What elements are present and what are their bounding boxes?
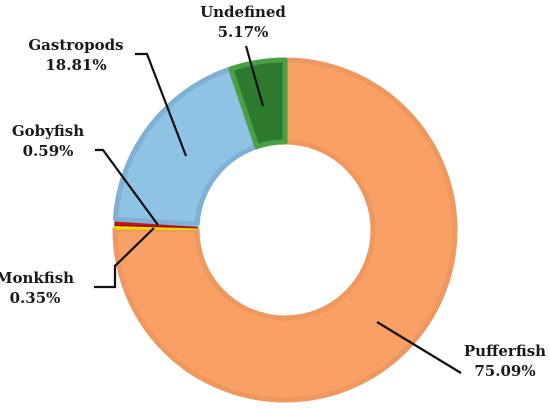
label-monkfish: Monkfish	[0, 269, 74, 287]
slice-pufferfish	[112, 57, 458, 403]
value-label-gastropods: 18.81%	[45, 56, 106, 74]
leader-line-monkfish	[94, 227, 155, 289]
leader-line-pufferfish	[376, 321, 462, 374]
label-gastropods: Gastropods	[28, 36, 123, 54]
label-pufferfish: Pufferfish	[464, 342, 546, 360]
leader-line-gastropods	[135, 52, 188, 157]
label-gobyfish: Gobyfish	[12, 122, 84, 140]
value-label-undefined: 5.17%	[218, 23, 269, 41]
value-label-monkfish: 0.35%	[10, 289, 61, 307]
slice-undefined	[228, 57, 288, 150]
label-undefined: Undefined	[200, 3, 286, 21]
value-label-gobyfish: 0.59%	[23, 142, 74, 160]
leader-line-gobyfish	[95, 148, 159, 226]
slice-gastropods	[112, 66, 260, 227]
leader-line-undefined	[244, 45, 265, 107]
value-label-pufferfish: 75.09%	[474, 362, 535, 380]
